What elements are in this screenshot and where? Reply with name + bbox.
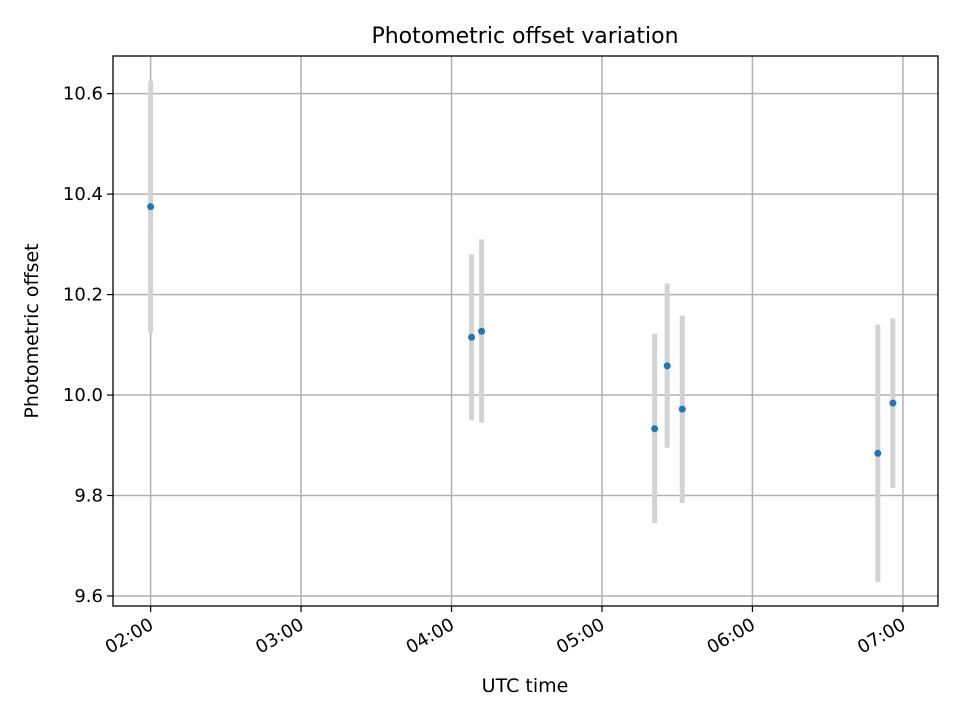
y-tick-label: 10.2 <box>63 285 103 306</box>
y-tick-label: 9.8 <box>74 485 103 506</box>
data-point <box>889 399 897 407</box>
data-point <box>874 449 882 457</box>
y-tick-label: 9.6 <box>74 586 103 607</box>
axes-frame <box>112 55 939 607</box>
data-points <box>147 203 897 457</box>
data-point <box>663 362 671 370</box>
y-axis-label: Photometric offset <box>21 243 43 418</box>
data-point <box>651 425 659 433</box>
y-tick-label: 10.4 <box>63 184 103 205</box>
y-tick-label: 10.6 <box>63 84 103 105</box>
grid-lines <box>113 56 938 606</box>
y-tick-label: 10.0 <box>63 385 103 406</box>
data-point <box>147 203 155 211</box>
chart-title: Photometric offset variation <box>371 24 678 49</box>
data-point <box>478 327 486 335</box>
data-point <box>678 405 686 413</box>
x-axis-label: UTC time <box>482 675 569 697</box>
data-point <box>468 333 476 341</box>
